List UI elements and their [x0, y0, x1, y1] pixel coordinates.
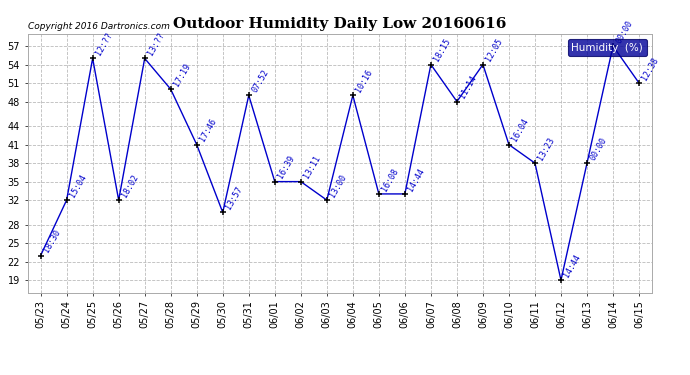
- Legend: Humidity  (%): Humidity (%): [568, 39, 647, 56]
- Point: [529, 160, 540, 166]
- Text: 17:46: 17:46: [198, 117, 218, 143]
- Text: 00:00: 00:00: [589, 136, 609, 162]
- Point: [373, 191, 384, 197]
- Point: [633, 80, 644, 86]
- Text: 18:15: 18:15: [432, 37, 453, 63]
- Text: 16:04: 16:04: [510, 117, 531, 143]
- Point: [269, 178, 280, 184]
- Point: [139, 56, 150, 62]
- Point: [35, 252, 46, 258]
- Point: [555, 277, 566, 283]
- Text: 13:00: 13:00: [328, 173, 348, 199]
- Text: 13:57: 13:57: [224, 185, 244, 211]
- Point: [425, 62, 436, 68]
- Text: Copyright 2016 Dartronics.com: Copyright 2016 Dartronics.com: [28, 22, 170, 31]
- Text: 14:44: 14:44: [562, 253, 582, 279]
- Text: 12:05: 12:05: [484, 37, 504, 63]
- Point: [347, 92, 358, 98]
- Point: [322, 197, 333, 203]
- Point: [61, 197, 72, 203]
- Point: [582, 160, 593, 166]
- Text: 00:00: 00:00: [614, 19, 635, 45]
- Text: 12:??: 12:??: [94, 31, 115, 57]
- Text: 13:23: 13:23: [536, 136, 557, 162]
- Text: 07:52: 07:52: [250, 68, 270, 94]
- Text: 12:38: 12:38: [640, 56, 660, 82]
- Text: 14:44: 14:44: [406, 166, 426, 193]
- Point: [504, 142, 515, 148]
- Point: [165, 86, 176, 92]
- Point: [217, 209, 228, 215]
- Point: [87, 56, 98, 62]
- Text: 10:16: 10:16: [354, 68, 375, 94]
- Text: 15:04: 15:04: [68, 173, 88, 199]
- Point: [400, 191, 411, 197]
- Point: [477, 62, 489, 68]
- Text: 17:19: 17:19: [172, 62, 193, 88]
- Title: Outdoor Humidity Daily Low 20160616: Outdoor Humidity Daily Low 20160616: [173, 17, 506, 31]
- Point: [244, 92, 255, 98]
- Text: 16:08: 16:08: [380, 166, 400, 193]
- Text: 16:39: 16:39: [276, 154, 297, 180]
- Text: 18:30: 18:30: [42, 228, 62, 254]
- Text: 18:02: 18:02: [120, 173, 140, 199]
- Point: [607, 43, 618, 49]
- Point: [113, 197, 124, 203]
- Text: 13:11: 13:11: [302, 154, 322, 180]
- Point: [451, 99, 462, 105]
- Text: 11:14: 11:14: [458, 74, 478, 100]
- Point: [191, 142, 202, 148]
- Text: 13:??: 13:??: [146, 31, 166, 57]
- Point: [295, 178, 306, 184]
